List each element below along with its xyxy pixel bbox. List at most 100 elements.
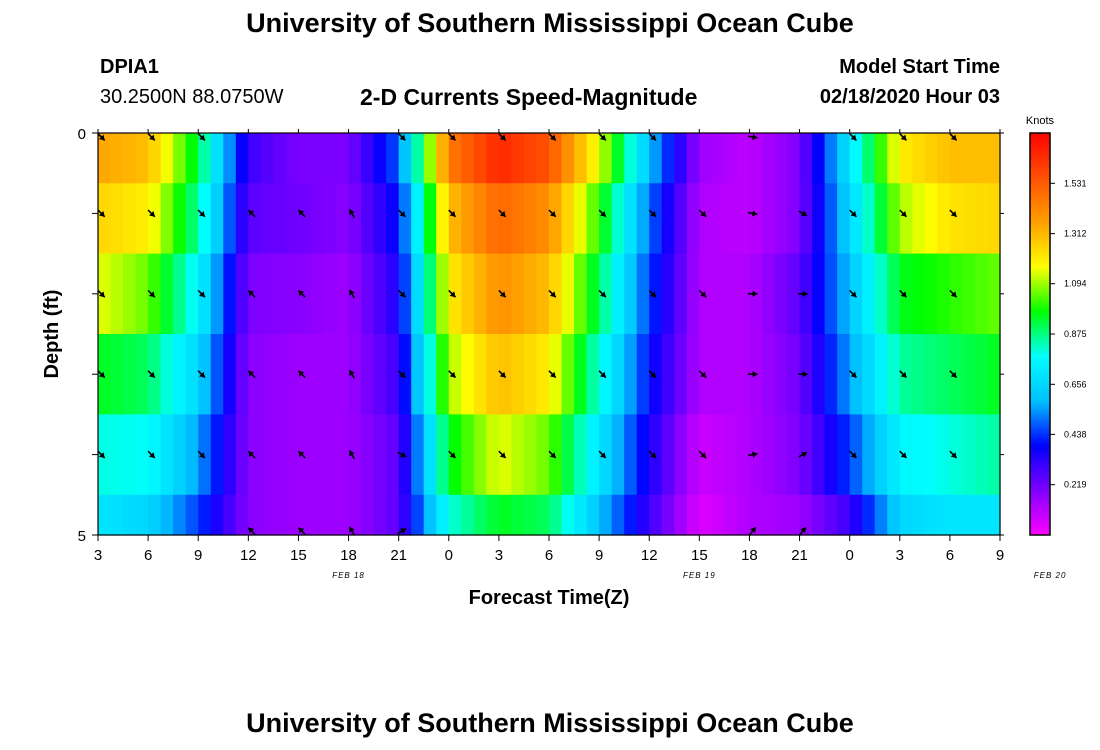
- vector-head: [449, 291, 456, 298]
- heatmap-cell: [749, 494, 763, 536]
- heatmap-cell: [436, 183, 450, 255]
- current-vector: [397, 451, 407, 458]
- axes-layer: 3 6 9 12 15 18 21 0 3 6 9 12 15 18 21 0 3 6 9 FEB 18 FEB 19 F…: [41, 126, 1065, 609]
- vector-head: [950, 210, 957, 217]
- heatmap-cell: [686, 334, 700, 415]
- heatmap-cell: [699, 253, 713, 335]
- heatmap-cell: [135, 183, 149, 255]
- heatmap-cell: [787, 414, 801, 496]
- heatmap-cell: [561, 133, 575, 184]
- heatmap-cell: [373, 334, 387, 415]
- heatmap-cell: [248, 183, 262, 255]
- heatmap-cell: [123, 183, 137, 255]
- vector-head: [248, 370, 255, 377]
- heatmap-cell: [323, 253, 337, 335]
- heatmap-cell: [511, 494, 525, 536]
- heatmap-cell: [473, 414, 487, 496]
- current-vector: [747, 133, 758, 141]
- heatmap-cell: [511, 183, 525, 255]
- heatmap-cell: [198, 183, 212, 255]
- heatmap-cell: [549, 133, 563, 184]
- heatmap-cell: [661, 133, 675, 184]
- heatmap-cell: [924, 253, 938, 335]
- heatmap-cell: [461, 494, 475, 536]
- heatmap-cell: [173, 334, 187, 415]
- heatmap-cell: [549, 183, 563, 255]
- heatmap-cell: [837, 183, 851, 255]
- heatmap-cell: [711, 414, 725, 496]
- heatmap-cell: [937, 334, 951, 415]
- heatmap-cell: [661, 183, 675, 255]
- heatmap-cell: [473, 334, 487, 415]
- vector-head: [149, 210, 155, 217]
- current-vector: [798, 210, 808, 217]
- heatmap-cell: [624, 494, 638, 536]
- heatmap-cell: [749, 183, 763, 255]
- colorbar-unit: Knots: [1026, 115, 1055, 127]
- vector-head: [499, 210, 506, 217]
- heatmap-cell: [674, 334, 688, 415]
- current-vector: [899, 450, 908, 459]
- heatmap-cell: [423, 253, 437, 335]
- current-vector: [297, 527, 306, 535]
- vector-head: [700, 210, 707, 217]
- heatmap-cell: [123, 253, 137, 335]
- heatmap-cell: [298, 133, 312, 184]
- heatmap-cell: [336, 133, 350, 184]
- heatmap-cell: [586, 253, 600, 335]
- current-vector: [749, 526, 757, 536]
- heatmap-cell: [98, 414, 112, 496]
- heatmap-cell: [674, 183, 688, 255]
- heatmap-cell: [336, 494, 350, 536]
- heatmap-cell: [210, 253, 224, 335]
- heatmap-cell: [611, 334, 625, 415]
- current-vector: [648, 450, 657, 459]
- heatmap-cell: [574, 414, 588, 496]
- current-vector: [448, 370, 457, 379]
- heatmap-cell: [260, 334, 274, 415]
- heatmap-cell: [235, 414, 249, 496]
- heatmap-cell: [837, 494, 851, 536]
- heatmap-cell: [273, 133, 287, 184]
- heatmap-cell: [248, 253, 262, 335]
- current-vector: [448, 450, 457, 459]
- vector-head: [449, 210, 456, 217]
- heatmap-cell: [649, 133, 663, 184]
- heatmap-cell: [987, 183, 1001, 255]
- vector-head: [149, 371, 155, 378]
- heatmap-cell: [310, 183, 325, 255]
- y-tick-label: 0: [78, 126, 86, 143]
- heatmap-cell: [724, 494, 738, 536]
- heatmap-cell: [549, 494, 563, 536]
- heatmap-cell: [849, 494, 863, 536]
- vector-head: [600, 134, 606, 141]
- current-vector: [899, 133, 908, 141]
- footer-title: University of Southern Mississippi Ocean…: [246, 708, 854, 738]
- heatmap-cell: [123, 133, 137, 184]
- heatmap-cell: [198, 414, 212, 496]
- heatmap-cell: [436, 494, 450, 536]
- heatmap-cell: [761, 133, 776, 184]
- heatmap-cell: [549, 334, 563, 415]
- heatmap-cell: [123, 334, 137, 415]
- vector-head: [298, 451, 305, 458]
- heatmap-cell: [123, 494, 137, 536]
- heatmap-cell: [761, 494, 776, 536]
- x-tick-label: 6: [144, 547, 152, 564]
- heatmap-cell: [361, 183, 375, 255]
- heatmap-cell: [273, 253, 287, 335]
- vector-head: [900, 291, 907, 298]
- heatmap-cell: [473, 133, 487, 184]
- vector-head: [298, 290, 305, 297]
- heatmap-cell: [198, 334, 212, 415]
- vector-head: [199, 134, 205, 141]
- heatmap-cell: [373, 414, 387, 496]
- heatmap-cell: [574, 253, 588, 335]
- heatmap-cell: [336, 183, 350, 255]
- current-vector: [147, 133, 156, 141]
- current-vector: [949, 209, 958, 218]
- heatmap-cell: [711, 253, 725, 335]
- heatmap-cell: [523, 494, 538, 536]
- vector-head: [399, 371, 406, 378]
